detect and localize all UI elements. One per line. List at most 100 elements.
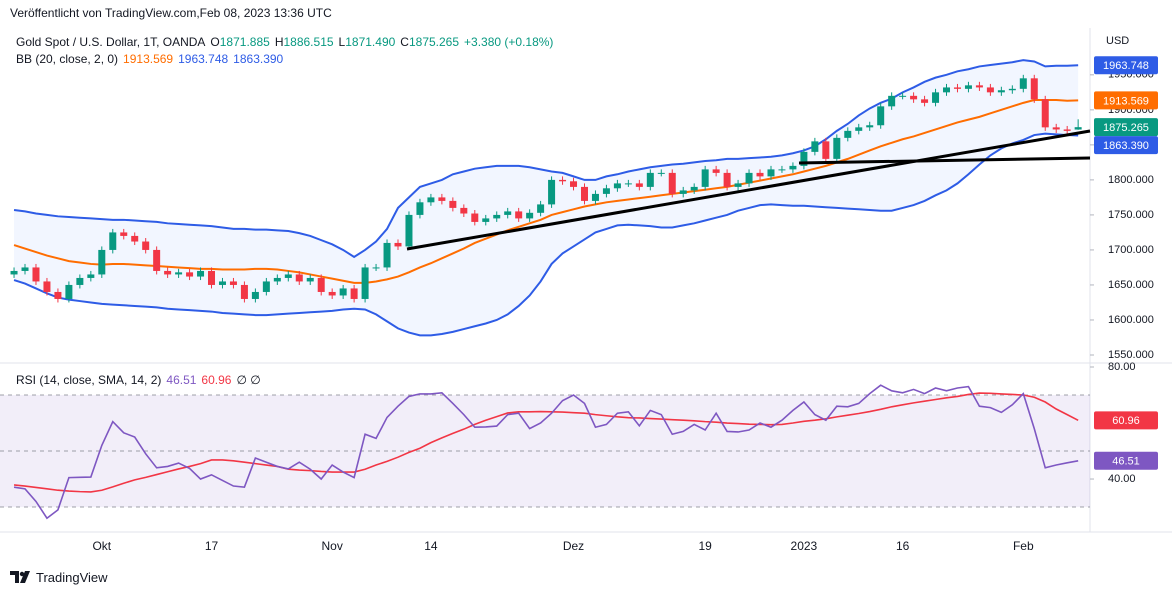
- y-tick-label: 1700.000: [1108, 244, 1154, 256]
- indicator-value: 46.51: [166, 373, 197, 387]
- candle-body: [833, 137, 841, 159]
- price-tag-label: 60.96: [1112, 415, 1140, 427]
- candle-body: [164, 270, 172, 275]
- candle-body: [734, 183, 742, 187]
- candle-body: [76, 277, 84, 285]
- candle-body: [1019, 78, 1027, 89]
- candle-body: [943, 87, 951, 93]
- candle-body: [208, 270, 216, 285]
- candle-body: [767, 169, 775, 177]
- indicator-value: 1913.569: [123, 52, 174, 66]
- band-fill: [14, 60, 1079, 336]
- rsi-legend: RSI (14, close, SMA, 14, 2) 46.51 60.96 ∅ ∅: [16, 373, 266, 387]
- indicator-name: RSI (14, close, SMA, 14, 2): [16, 373, 162, 387]
- trend-line: [406, 129, 1091, 251]
- readout-key: O: [210, 35, 220, 49]
- candle-body: [284, 274, 292, 278]
- x-tick-label: Nov: [322, 539, 343, 553]
- candle-body: [548, 179, 556, 205]
- readout-value: 1875.265: [408, 35, 460, 49]
- x-tick-label: Okt: [92, 539, 111, 553]
- candle-body: [953, 87, 961, 89]
- x-tick-label: Feb: [1013, 539, 1034, 553]
- candle-body: [778, 169, 786, 171]
- candle-body: [866, 125, 874, 128]
- candle-body: [295, 274, 303, 282]
- candle-body: [646, 172, 654, 187]
- candle-body: [186, 272, 194, 277]
- candle-body: [537, 204, 545, 213]
- x-tick-label: 19: [698, 539, 712, 553]
- candle-body: [1052, 127, 1060, 130]
- candle-body: [21, 267, 29, 271]
- candle-body: [855, 127, 863, 131]
- change: +3.380 (+0.18%): [464, 35, 554, 49]
- candle-body: [932, 92, 940, 103]
- candle-body: [964, 85, 972, 89]
- price-legend: Gold Spot / U.S. Dollar, 1T, OANDA O1871.…: [16, 35, 558, 49]
- candle-body: [405, 214, 413, 247]
- price-tag-label: 1963.748: [1103, 60, 1149, 72]
- candle-body: [43, 281, 51, 292]
- candle-body: [1030, 78, 1038, 100]
- bb-line: [13, 59, 1079, 259]
- candle-body: [328, 291, 336, 296]
- candle-body: [602, 188, 610, 194]
- readout-key: L: [338, 35, 346, 49]
- candle-body: [668, 172, 676, 194]
- price-tag: [1094, 136, 1158, 155]
- flags: ∅ ∅: [236, 373, 261, 387]
- y-tick-label: 1600.000: [1108, 314, 1154, 326]
- bb-line: [13, 132, 1079, 337]
- candle-body: [471, 213, 479, 222]
- indicator-value: 1863.390: [233, 52, 284, 66]
- candle-body: [273, 277, 281, 282]
- trend-line: [798, 156, 1091, 165]
- candle-body: [262, 281, 270, 292]
- candle-body: [416, 202, 424, 215]
- candle-body: [745, 172, 753, 184]
- candle-body: [888, 95, 896, 107]
- candle-body: [811, 141, 819, 152]
- candle-body: [98, 249, 106, 275]
- candle-body: [701, 169, 709, 187]
- readout-value: 1871.885: [219, 35, 270, 49]
- currency-label: USD: [1106, 35, 1129, 47]
- y-tick-label: 80.00: [1108, 361, 1136, 373]
- candle-body: [910, 95, 918, 100]
- candle-body: [624, 183, 632, 185]
- candle-body: [229, 281, 237, 285]
- candle-body: [844, 130, 852, 138]
- candle-body: [240, 284, 248, 299]
- candle-body: [306, 277, 314, 282]
- candle-body: [515, 211, 523, 219]
- rsi-line: [13, 392, 1079, 493]
- candle-body: [822, 141, 830, 159]
- candle-body: [372, 267, 380, 269]
- candle-body: [613, 183, 621, 189]
- price-tag: [1094, 56, 1158, 75]
- candle-body: [657, 172, 665, 174]
- indicator-name: BB (20, close, 2, 0): [16, 52, 119, 66]
- logo: [10, 570, 30, 583]
- candle-body: [87, 274, 95, 278]
- readout-key: H: [274, 35, 284, 49]
- candle-body: [54, 291, 62, 299]
- candle-body: [482, 218, 490, 222]
- candle-body: [493, 214, 501, 219]
- candle-body: [449, 200, 457, 208]
- x-tick-label: 14: [424, 539, 438, 553]
- x-tick-label: 2023: [791, 539, 818, 553]
- candle-body: [197, 270, 205, 277]
- candle-body: [975, 85, 983, 88]
- candle-body: [580, 186, 588, 201]
- candle-body: [218, 281, 226, 285]
- candle-body: [383, 242, 391, 268]
- indicator-value: 60.96: [201, 373, 232, 387]
- price-tag-label: 46.51: [1112, 456, 1140, 468]
- price-tag: [1094, 91, 1158, 110]
- indicator-value: 1963.748: [178, 52, 229, 66]
- published-note: Veröffentlicht von TradingView.com,Feb 0…: [10, 6, 332, 20]
- candle-body: [65, 284, 73, 299]
